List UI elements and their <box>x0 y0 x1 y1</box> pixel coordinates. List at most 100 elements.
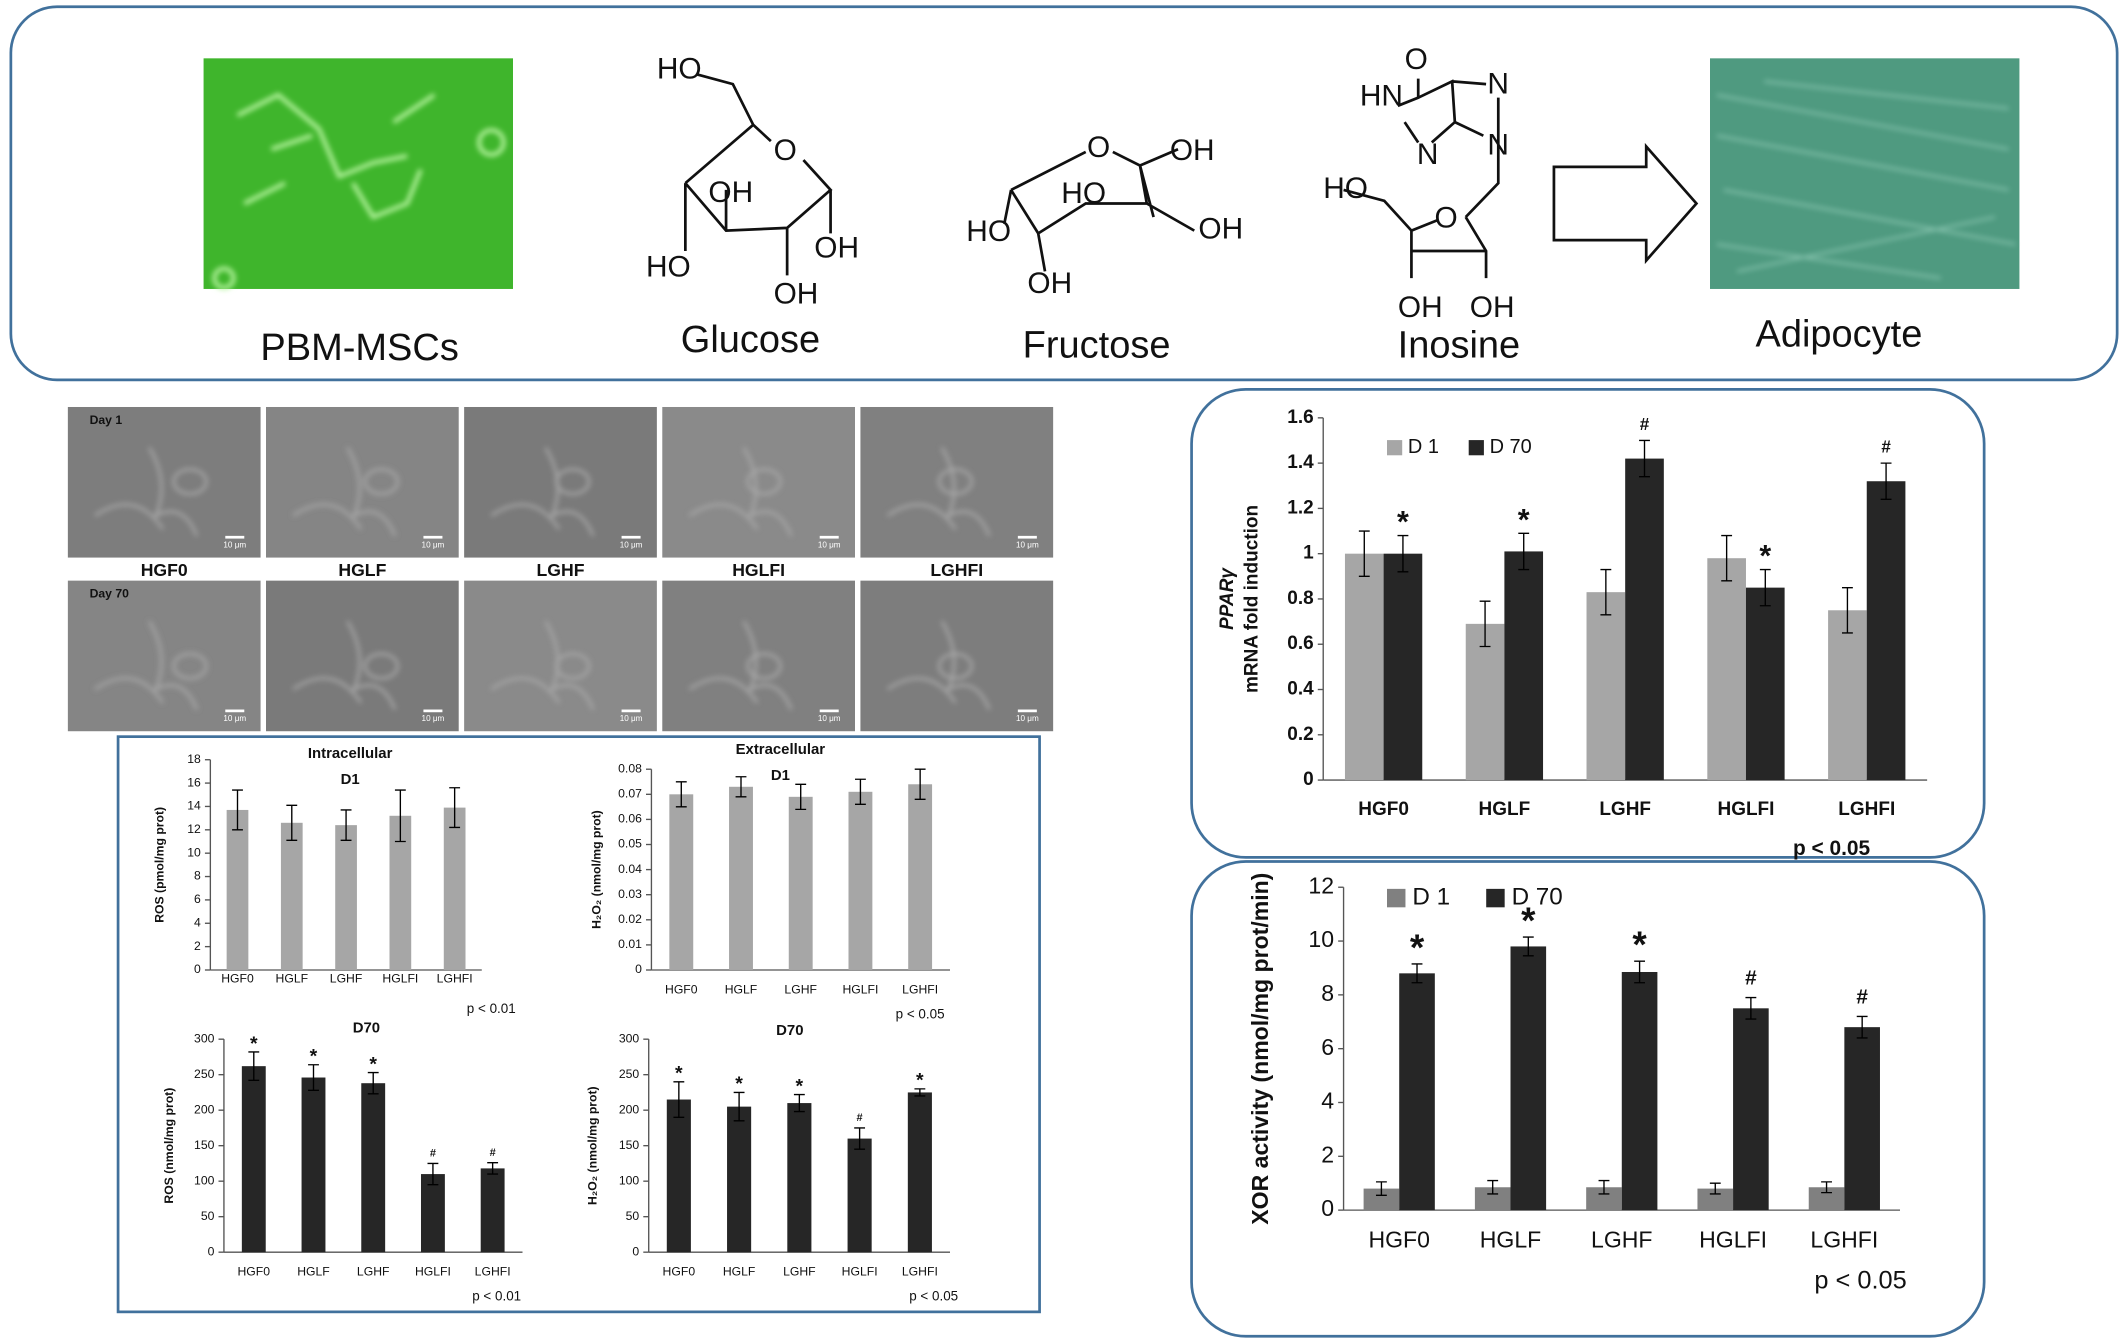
y-tick-label: 6 <box>1321 1034 1334 1060</box>
chart-subtitle: D1 <box>771 767 790 784</box>
atom-label: N <box>1417 138 1439 171</box>
y-tick-label: 0 <box>1321 1195 1334 1221</box>
micrograph-texture <box>94 446 208 537</box>
error-bar <box>1411 963 1423 984</box>
bar <box>1733 1008 1769 1211</box>
x-tick-label: LGHFI <box>437 972 473 986</box>
bar <box>907 1092 932 1253</box>
error-bar <box>1375 1181 1387 1196</box>
y-tick-label: 1.6 <box>1287 407 1313 428</box>
micrograph-texture <box>292 620 400 711</box>
y-tick-label: 10 <box>187 845 201 859</box>
cell-outline <box>363 468 400 496</box>
y-tick-label: 4 <box>1321 1088 1334 1114</box>
atom-label: OH <box>814 232 859 265</box>
arrow <box>1552 142 1699 265</box>
y-axis-label: H₂O₂ (nmol/mg prot) <box>589 810 603 929</box>
y-tick-label: 0.2 <box>1287 724 1313 745</box>
error-bar <box>733 1091 745 1122</box>
cell-outline <box>172 652 208 680</box>
significance-marker: * <box>1397 505 1409 539</box>
chart: 0 2 4 6 8 10 12 14 16 18 Intracellular D1 ROS (pmol/… <box>152 745 515 1016</box>
bar <box>1707 558 1746 781</box>
cell-outline <box>490 446 595 537</box>
chart: 0 2 4 6 8 10 12 XOR activity (nmol/mg prot/min)… <box>1247 872 1907 1294</box>
scale-bar <box>225 709 245 713</box>
atom-label: HN <box>1360 80 1403 113</box>
legend-swatch <box>1468 440 1484 456</box>
molecule-label: Fructose <box>1023 324 1171 366</box>
y-tick-label: 18 <box>187 752 201 766</box>
y-tick-label: 250 <box>194 1067 215 1081</box>
cell-outline <box>172 468 208 496</box>
x-tick-label: LGHFI <box>475 1265 511 1279</box>
error-bar <box>1880 462 1892 501</box>
atom-label: OH <box>1027 267 1072 300</box>
x-tick-label: LGHF <box>330 972 363 986</box>
significance-marker: * <box>735 1073 743 1095</box>
x-tick-label: HGLF <box>1479 799 1531 820</box>
micrograph-texture <box>886 446 991 537</box>
error-bar <box>914 1088 926 1097</box>
bar <box>1586 592 1626 781</box>
y-tick-label: 1.4 <box>1287 452 1314 473</box>
error-bar <box>1639 439 1650 478</box>
scale-bar-label: 10 μm <box>620 714 643 723</box>
y-tick-label: 1 <box>1303 543 1314 564</box>
adipocyte-image <box>1710 58 2020 289</box>
bar <box>1866 481 1906 781</box>
xor-panel <box>1190 860 1986 1338</box>
bar <box>301 1077 326 1253</box>
micrograph <box>67 580 261 732</box>
x-tick-label: LGHFI <box>902 1265 938 1279</box>
y-tick-label: 300 <box>194 1031 215 1045</box>
significance-marker: * <box>916 1070 924 1092</box>
x-tick-label: HGF0 <box>1358 799 1409 820</box>
y-tick-label: 2 <box>1321 1141 1334 1167</box>
significance-marker: * <box>1410 927 1425 968</box>
legend-label: D 1 <box>1408 436 1439 458</box>
y-tick-label: 250 <box>619 1067 640 1081</box>
legend-swatch <box>1486 888 1505 908</box>
p-value-note: p < 0.01 <box>472 1288 521 1303</box>
molecule-label: Glucose <box>681 319 820 361</box>
significance-marker: # <box>1745 967 1757 990</box>
error-bar <box>914 768 926 801</box>
atom-label: O <box>774 134 797 167</box>
p-value-note: p < 0.05 <box>1793 837 1871 860</box>
chart-title: Intracellular <box>308 745 393 762</box>
bar <box>443 807 466 970</box>
y-tick-label: 10 <box>1308 926 1334 952</box>
y-tick-label: 12 <box>187 822 201 836</box>
scale-bar <box>621 709 641 713</box>
bar <box>480 1168 505 1253</box>
bar <box>420 1174 445 1253</box>
y-axis-label: PPARγ <box>1217 567 1238 630</box>
y-tick-label: 8 <box>194 869 201 883</box>
atom-label: OH <box>708 176 753 209</box>
significance-marker: # <box>1640 415 1650 434</box>
bar <box>1621 971 1658 1211</box>
y-tick-label: 0.04 <box>618 862 642 876</box>
significance-marker: * <box>369 1053 377 1075</box>
legend-label: D 70 <box>1490 436 1532 458</box>
significance-marker: # <box>1881 437 1891 456</box>
y-axis-label: H₂O₂ (nmol/mg prot) <box>585 1086 599 1205</box>
cell-label: PBM-MSCs <box>260 327 458 369</box>
x-tick-label: HGLFI <box>415 1265 451 1279</box>
scale-bar-label: 10 μm <box>422 541 445 550</box>
bar <box>335 825 357 970</box>
y-tick-label: 300 <box>619 1031 640 1045</box>
y-tick-label: 0 <box>194 962 201 976</box>
p-value-note: p < 0.05 <box>909 1288 958 1303</box>
y-tick-label: 0.05 <box>618 837 642 851</box>
y-tick-label: 100 <box>619 1173 640 1187</box>
atom-label: N <box>1487 128 1509 161</box>
chart-title: D70 <box>776 1022 803 1039</box>
micrograph <box>860 406 1054 558</box>
glucose-structure: HO O OH OH HO OH <box>646 52 859 310</box>
cell-outline <box>886 620 991 711</box>
x-tick-label: LGHF <box>1599 799 1651 820</box>
x-tick-label: HGF0 <box>663 1265 696 1279</box>
